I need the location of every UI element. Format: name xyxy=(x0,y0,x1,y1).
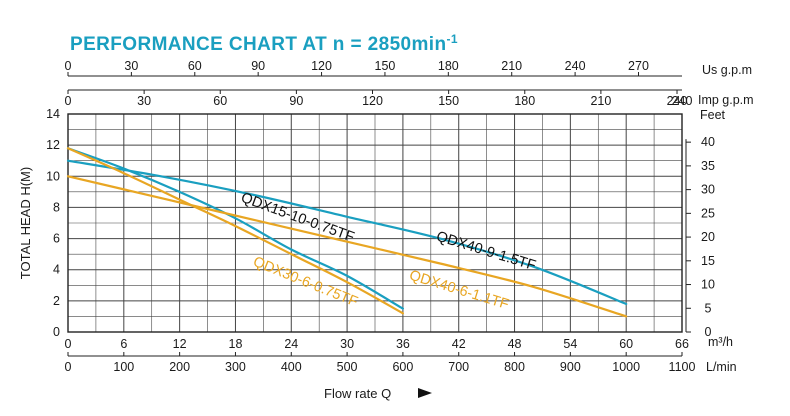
y-tick-label: 8 xyxy=(53,200,60,214)
series-label: QDX30-6-0.75TF xyxy=(251,254,360,311)
x-tick-label-us: 120 xyxy=(311,59,332,73)
x-tick-label-imp: 240 xyxy=(667,94,688,108)
y-tick-label: 0 xyxy=(53,325,60,339)
x-tick-label-m3h: 66 xyxy=(675,337,689,351)
y-tick-label: 2 xyxy=(53,294,60,308)
series-layer xyxy=(66,147,628,318)
x-tick-label-m3h: 36 xyxy=(396,337,410,351)
y-tick-label: 4 xyxy=(53,263,60,277)
feet-tick-label: 5 xyxy=(705,301,712,315)
feet-tick-label: 35 xyxy=(701,159,715,173)
x-tick-label-m3h: 24 xyxy=(284,337,298,351)
x-tick-label-us: 210 xyxy=(501,59,522,73)
imp-unit-label: Imp g.p.m xyxy=(698,93,754,107)
y-tick-label: 12 xyxy=(46,138,60,152)
feet-tick-label: 10 xyxy=(701,278,715,292)
x-tick-label-imp: 0 xyxy=(65,94,72,108)
series-line-qdx30-6-0-75tf xyxy=(66,147,404,315)
x-tick-label-lmin: 200 xyxy=(169,360,190,374)
x-tick-label-us: 180 xyxy=(438,59,459,73)
x-tick-label-lmin: 400 xyxy=(281,360,302,374)
feet-tick-label: 15 xyxy=(701,254,715,268)
y-tick-label: 14 xyxy=(46,107,60,121)
x-tick-label-us: 0 xyxy=(65,59,72,73)
x-tick-label-lmin: 1100 xyxy=(669,360,696,374)
chart-title-superscript: -1 xyxy=(446,32,457,46)
x-tick-label-lmin: 600 xyxy=(392,360,413,374)
x-tick-label-m3h: 60 xyxy=(619,337,633,351)
feet-tick-label: 25 xyxy=(701,206,715,220)
flow-arrow-icon xyxy=(418,388,432,398)
x-tick-label-imp: 240 xyxy=(672,94,693,108)
chart-title: PERFORMANCE CHART AT n = 2850min-1 xyxy=(70,32,458,55)
x-tick-label-m3h: 12 xyxy=(173,337,187,351)
x-tick-label-imp: 120 xyxy=(362,94,383,108)
x-tick-label-m3h: 48 xyxy=(508,337,522,351)
y-tick-label: 10 xyxy=(46,169,60,183)
x-tick-label-lmin: 700 xyxy=(448,360,469,374)
x-tick-label-imp: 60 xyxy=(213,94,227,108)
feet-tick-label: 0 xyxy=(705,325,712,339)
x-tick-label-lmin: 0 xyxy=(65,360,72,374)
series-line-qdx40-6-1-1tf xyxy=(66,175,628,318)
x-tick-label-imp: 180 xyxy=(514,94,535,108)
plot-frame xyxy=(67,113,683,333)
y-tick-label: 6 xyxy=(53,232,60,246)
x-tick-label-lmin: 300 xyxy=(225,360,246,374)
series-line-qdx15-10-0-75tf xyxy=(66,147,404,310)
x-tick-label-imp: 90 xyxy=(289,94,303,108)
x-tick-label-lmin: 500 xyxy=(337,360,358,374)
feet-unit-label: Feet xyxy=(700,108,726,122)
y-axis-label: TOTAL HEAD H(M) xyxy=(18,167,33,279)
series-line-qdx40-9-1-5tf xyxy=(66,159,628,306)
x-tick-label-us: 90 xyxy=(251,59,265,73)
x-tick-label-imp: 210 xyxy=(590,94,611,108)
feet-tick-label: 30 xyxy=(701,183,715,197)
feet-tick-label: 40 xyxy=(701,135,715,149)
feet-tick-label: 20 xyxy=(701,230,715,244)
x-tick-label-us: 270 xyxy=(628,59,649,73)
x-tick-label-m3h: 42 xyxy=(452,337,466,351)
x-tick-label-us: 30 xyxy=(124,59,138,73)
us-unit-label: Us g.p.m xyxy=(702,63,752,77)
x-tick-label-lmin: 100 xyxy=(113,360,134,374)
x-tick-label-us: 240 xyxy=(565,59,586,73)
x-tick-label-us: 60 xyxy=(188,59,202,73)
x-tick-label-imp: 30 xyxy=(137,94,151,108)
x-axis-label: Flow rate Q xyxy=(324,386,391,401)
x-tick-label-m3h: 30 xyxy=(340,337,354,351)
series-label: QDX40-9-1.5TF xyxy=(434,229,537,274)
x-tick-label-lmin: 1000 xyxy=(612,360,640,374)
x-tick-label-m3h: 18 xyxy=(229,337,243,351)
x-tick-label-m3h: 6 xyxy=(120,337,127,351)
x-tick-label-lmin: 800 xyxy=(504,360,525,374)
x-tick-label-lmin: 900 xyxy=(560,360,581,374)
chart-title-main: PERFORMANCE CHART AT n = 2850min xyxy=(70,34,446,55)
x-tick-label-imp: 150 xyxy=(438,94,459,108)
m3h-unit-label: m³/h xyxy=(708,335,733,349)
x-tick-label-us: 150 xyxy=(375,59,396,73)
lmin-unit-label: L/min xyxy=(706,360,737,374)
x-tick-label-m3h: 54 xyxy=(563,337,577,351)
x-tick-label-m3h: 0 xyxy=(65,337,72,351)
